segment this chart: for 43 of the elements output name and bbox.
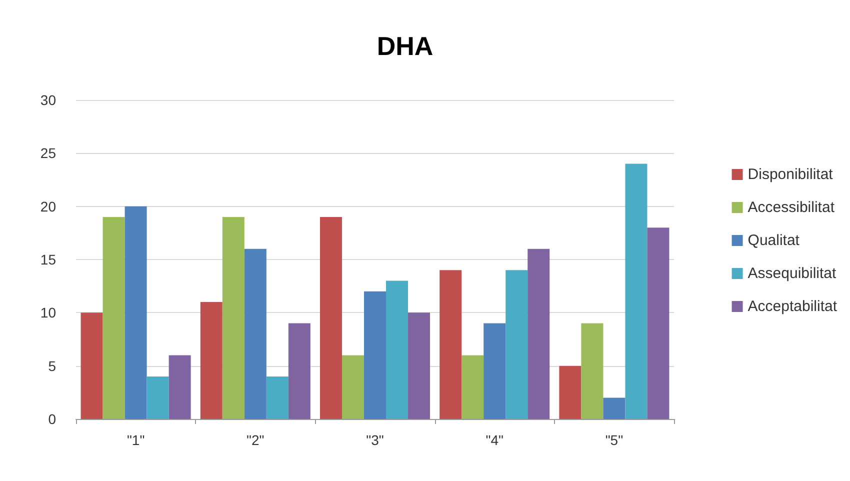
bar (528, 248, 550, 419)
bar (124, 206, 147, 419)
bar (320, 216, 342, 419)
bar (625, 164, 648, 419)
bar (266, 376, 288, 419)
bar (506, 270, 528, 419)
y-tick-label: 15 (40, 252, 56, 268)
legend-label: Acceptabilitat (748, 298, 838, 315)
bar (484, 323, 506, 419)
chart-title: DHA (376, 31, 434, 61)
x-tick-label: "4" (486, 432, 504, 448)
bar (222, 216, 244, 419)
legend-label: Qualitat (748, 232, 800, 249)
x-tick-label: "2" (246, 432, 264, 448)
bar (440, 270, 462, 419)
bar (146, 376, 169, 419)
legend-label: Accessibilitat (748, 199, 836, 216)
y-tick-label: 10 (40, 304, 56, 321)
bar (603, 398, 626, 419)
x-tick-label: "5" (605, 432, 624, 448)
y-tick-label: 20 (40, 198, 56, 214)
bar (462, 355, 484, 419)
y-tick-label: 5 (48, 358, 56, 374)
bar (80, 312, 103, 419)
y-tick-label: 30 (40, 92, 56, 108)
x-tick-label: "1" (126, 432, 145, 448)
bar (288, 323, 310, 419)
bar (364, 291, 386, 419)
bar (559, 366, 582, 419)
bar (408, 312, 430, 419)
bar (342, 355, 364, 419)
legend-label: Disponibilitat (748, 166, 834, 183)
bar (581, 323, 604, 419)
legend-label: Assequibilitat (748, 265, 837, 282)
x-tick-label: "3" (366, 432, 384, 448)
bar (102, 216, 125, 419)
bar (386, 280, 408, 419)
bar (200, 302, 222, 419)
y-tick-label: 0 (48, 411, 56, 427)
bar (647, 228, 670, 419)
bar (168, 355, 191, 419)
bar (244, 248, 266, 419)
y-tick-label: 25 (40, 145, 56, 162)
